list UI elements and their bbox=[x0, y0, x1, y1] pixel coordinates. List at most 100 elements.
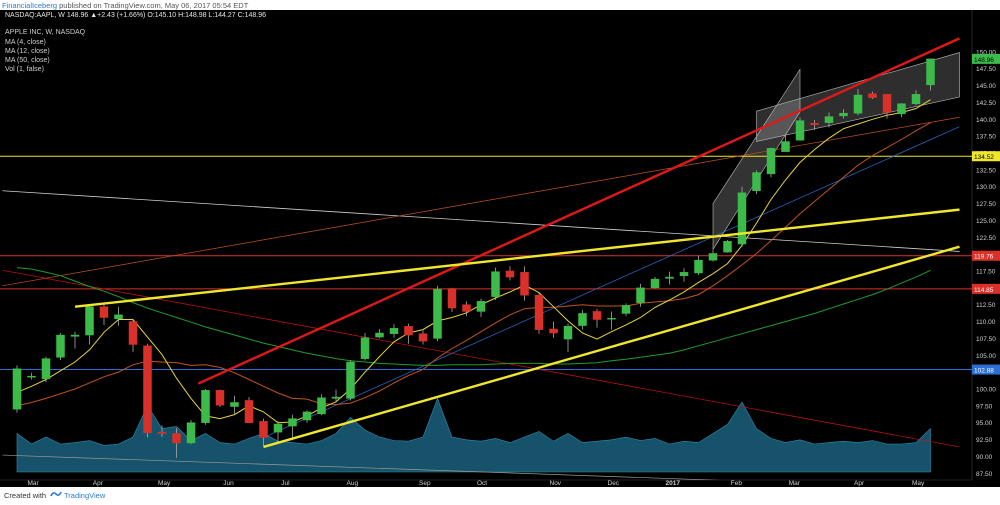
candle-body bbox=[650, 278, 660, 289]
trendline-red-decline bbox=[2, 269, 960, 448]
candle-body bbox=[99, 306, 109, 318]
candle-body bbox=[766, 148, 776, 175]
candle-body bbox=[795, 120, 805, 141]
candle-body bbox=[56, 334, 65, 358]
x-tick-label: Oct bbox=[477, 480, 487, 487]
candle-body bbox=[737, 192, 747, 245]
quote-line: NASDAQ:AAPL, W 148.96 ▲+2.43 (+1.66%) O:… bbox=[5, 12, 267, 19]
y-tick-label: 127.50 bbox=[976, 201, 996, 208]
candle-body bbox=[810, 123, 819, 125]
trendline-blue-thin bbox=[263, 126, 960, 438]
x-tick-label: Dec bbox=[608, 480, 620, 487]
y-tick-label: 92.50 bbox=[976, 437, 993, 444]
price-label: 119.76 bbox=[974, 254, 994, 261]
publish-info: FinancialIceberg published on TradingVie… bbox=[2, 1, 248, 11]
y-tick-label: 125.00 bbox=[976, 218, 996, 225]
candle-body bbox=[708, 253, 718, 261]
trendline-orange-thin bbox=[2, 116, 960, 287]
y-tick-label: 140.00 bbox=[976, 117, 996, 124]
tradingview-brand[interactable]: TradingView bbox=[64, 491, 106, 500]
publisher-link[interactable]: FinancialIceberg bbox=[2, 1, 58, 10]
candle-body bbox=[404, 326, 413, 336]
candle-body bbox=[157, 431, 167, 434]
x-tick-label: Mar bbox=[28, 480, 40, 487]
price-label: 148.96 bbox=[974, 57, 994, 64]
candle-body bbox=[317, 397, 326, 415]
candle-body bbox=[636, 287, 645, 303]
y-tick-label: 137.50 bbox=[976, 134, 996, 141]
candle-body bbox=[897, 103, 906, 115]
price-label-bg bbox=[972, 364, 1000, 375]
candle-body bbox=[288, 418, 297, 427]
candle-body bbox=[302, 411, 312, 421]
candle-body bbox=[85, 306, 94, 336]
y-tick-label: 95.00 bbox=[976, 420, 993, 427]
candle-body bbox=[259, 421, 268, 438]
chart-area[interactable]: 150.00147.50145.00142.50140.00137.50135.… bbox=[0, 10, 1000, 487]
candle-body bbox=[244, 400, 254, 423]
y-tick-label: 130.00 bbox=[976, 184, 996, 191]
candle-body bbox=[882, 94, 892, 113]
x-tick-label: May bbox=[158, 480, 171, 487]
candle-body bbox=[12, 368, 22, 410]
candle-body bbox=[114, 314, 123, 320]
y-tick-label: 142.50 bbox=[976, 100, 996, 107]
candle-body bbox=[824, 116, 834, 123]
y-tick-label: 145.00 bbox=[976, 83, 996, 90]
candle-body bbox=[578, 313, 587, 326]
y-tick-label: 107.50 bbox=[976, 336, 996, 343]
candle-body bbox=[607, 317, 616, 320]
x-tick-label: May bbox=[912, 480, 925, 487]
candle-body bbox=[360, 337, 370, 359]
candle-body bbox=[201, 390, 210, 423]
trendline-yellow-lower bbox=[263, 245, 960, 449]
price-axis bbox=[972, 10, 1000, 487]
candle-body bbox=[665, 276, 674, 279]
volume-area bbox=[16, 397, 931, 473]
price-chart[interactable]: 150.00147.50145.00142.50140.00137.50135.… bbox=[0, 10, 1000, 487]
legend-ma4: MA (4, close) bbox=[5, 39, 46, 46]
candle-body bbox=[389, 328, 399, 334]
y-tick-label: 100.00 bbox=[976, 386, 996, 393]
candle-body bbox=[926, 58, 935, 86]
candle-body bbox=[41, 358, 51, 380]
legend-volume: Vol (1, false) bbox=[5, 66, 44, 73]
candle-body bbox=[346, 361, 355, 399]
candle-body bbox=[186, 422, 196, 444]
x-tick-label: Apr bbox=[93, 480, 104, 487]
price-label: 114.85 bbox=[974, 287, 994, 294]
candle-body bbox=[27, 375, 36, 378]
candle-body bbox=[230, 402, 239, 407]
y-tick-label: 147.50 bbox=[976, 66, 996, 73]
candle-body bbox=[462, 304, 471, 312]
y-tick-label: 97.50 bbox=[976, 403, 993, 410]
price-label-bg bbox=[972, 53, 1000, 64]
candle-body bbox=[868, 93, 877, 98]
ma4-line bbox=[16, 99, 931, 424]
candle-body bbox=[447, 288, 457, 309]
candle-body bbox=[911, 94, 921, 105]
trendline-yellow-upper bbox=[74, 208, 960, 308]
candle-body bbox=[563, 326, 573, 340]
legend-title: APPLE INC, W, NASDAQ bbox=[5, 29, 86, 36]
footer: Created with TradingView bbox=[0, 487, 1000, 505]
candle-body bbox=[592, 311, 602, 320]
candle-body bbox=[433, 288, 442, 339]
candle-body bbox=[375, 332, 384, 338]
candle-body bbox=[143, 345, 152, 434]
x-tick-label: Feb bbox=[731, 480, 743, 487]
y-tick-label: 87.50 bbox=[976, 471, 993, 478]
ma50-line bbox=[16, 267, 931, 366]
candle-body bbox=[679, 272, 689, 276]
candle-body bbox=[215, 390, 225, 406]
candle-body bbox=[723, 241, 732, 253]
price-label-bg bbox=[972, 151, 1000, 162]
x-tick-label: Nov bbox=[550, 480, 562, 487]
y-tick-label: 105.00 bbox=[976, 353, 996, 360]
y-tick-label: 132.50 bbox=[976, 167, 996, 174]
legend-ma50: MA (50, close) bbox=[5, 57, 50, 64]
candle-body bbox=[621, 305, 631, 314]
x-tick-label: 2017 bbox=[666, 480, 681, 487]
candle-body bbox=[491, 271, 500, 297]
y-tick-label: 122.50 bbox=[976, 235, 996, 242]
